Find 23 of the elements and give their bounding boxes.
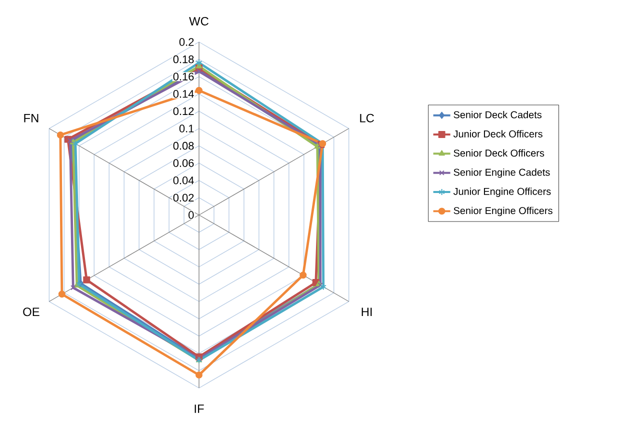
y-tick-label: 0.06 [173, 159, 194, 167]
legend-label: Senior Deck Officers [454, 149, 544, 157]
y-tick-label: 0.2 [179, 38, 194, 46]
y-tick-label: 0.08 [173, 142, 194, 150]
legend-label: Senior Engine Cadets [454, 168, 550, 178]
legend-label: Senior Deck Cadets [454, 110, 542, 118]
y-tick-label: 0.16 [173, 72, 194, 80]
spoke-label: LC [360, 114, 374, 122]
legend-label: Junior Engine Officers [453, 188, 551, 197]
y-tick-label: 0.14 [173, 90, 194, 98]
y-tick-label: 0.18 [173, 55, 194, 64]
legend-label: Junior Deck Officers [453, 130, 542, 138]
spoke-label: FN [24, 114, 38, 122]
y-tick-label: 0.04 [173, 176, 194, 184]
y-tick-label: 0.12 [173, 107, 194, 116]
spoke-label: WC [189, 17, 208, 26]
spoke-label: OE [23, 308, 40, 316]
spoke-label: HI [362, 308, 372, 316]
y-tick-label: 0.1 [179, 124, 194, 132]
legend-label: Senior Engine Officers [454, 206, 552, 216]
y-tick-label: 0.02 [173, 194, 194, 202]
y-tick-label: 0 [188, 211, 194, 219]
spoke-label: IF [194, 404, 204, 413]
